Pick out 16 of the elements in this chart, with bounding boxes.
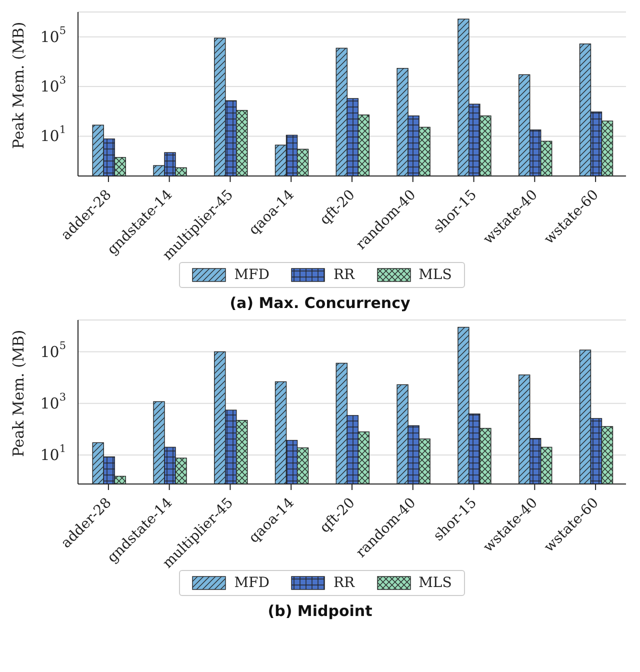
y-tick-label: 10$^{5}$: [40, 340, 66, 361]
legend-label: MLS: [418, 267, 452, 283]
y-tick-label: 10$^{3}$: [40, 391, 66, 412]
legend-label: RR: [333, 575, 355, 591]
y-tick-label: 10$^{1}$: [40, 124, 66, 146]
legend-label: MLS: [418, 575, 452, 591]
y-axis-title: Peak Mem. (MB): [9, 22, 28, 149]
text: (b) Midpoint: [266, 602, 374, 620]
legend-label: MFD: [234, 575, 270, 591]
y-tick-label: 10$^{3}$: [40, 74, 66, 96]
y-axis-title: Peak Mem. (MB): [9, 330, 28, 457]
text: (a) Max. Concurrency: [228, 294, 412, 312]
y-tick-label: 10$^{1}$: [40, 442, 66, 464]
legend-label: RR: [333, 267, 355, 283]
y-tick-label: 10$^{5}$: [40, 24, 66, 46]
legend-label: MFD: [234, 267, 270, 283]
